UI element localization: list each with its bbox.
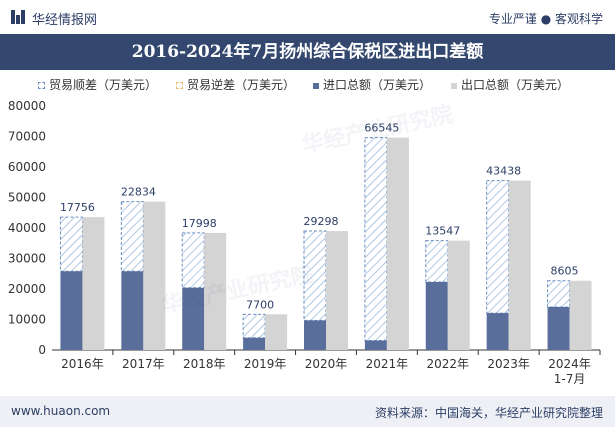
category-label: 2017年: [122, 357, 165, 371]
legend-deficit-swatch: [176, 82, 183, 89]
legend-export-swatch: [451, 82, 457, 89]
title-band: 2016-2024年7月扬州综合保税区进出口差额: [0, 34, 615, 70]
y-tick-label: 50000: [8, 191, 46, 205]
y-tick-label: 0: [38, 343, 46, 357]
footer: www.huaon.com 资料来源：中国海关，华经产业研究院整理: [0, 396, 615, 427]
data-label: 17998: [182, 217, 217, 230]
data-label: 43438: [486, 165, 521, 178]
chart-legend: 贸易顺差（万美元） 贸易逆差（万美元） 进口总额（万美元） 出口总额（万美元）: [0, 76, 615, 94]
surplus-bar: [547, 280, 571, 308]
import-bar: [364, 340, 387, 350]
export-bar: [204, 232, 227, 350]
data-label: 29298: [304, 215, 339, 228]
data-label: 66545: [364, 122, 399, 135]
import-bar: [243, 337, 266, 350]
brand-name: 华经情报网: [32, 13, 98, 28]
legend-import-label: 进口总额（万美元）: [323, 78, 432, 92]
data-label: 13547: [425, 225, 460, 238]
surplus-bar: [486, 180, 510, 314]
category-label: 1-7月: [554, 372, 586, 386]
category-label: 2024年: [548, 357, 591, 371]
category-label: 2016年: [61, 357, 104, 371]
footer-url: www.huaon.com: [11, 404, 111, 418]
export-bar: [143, 201, 166, 350]
import-bar: [486, 313, 509, 350]
y-tick-label: 60000: [8, 160, 46, 174]
tagline: 专业严谨 ● 客观科学: [488, 12, 603, 26]
import-bar: [60, 271, 83, 350]
surplus-bar: [120, 201, 144, 272]
export-bar: [386, 137, 409, 350]
legend-export: 出口总额（万美元）: [451, 76, 569, 94]
data-label: 7700: [246, 298, 274, 311]
legend-deficit-label: 贸易逆差（万美元）: [187, 78, 296, 92]
y-tick-label: 40000: [8, 221, 46, 235]
category-label: 2019年: [244, 357, 287, 371]
chart-title: 2016-2024年7月扬州综合保税区进出口差额: [131, 42, 484, 62]
surplus-bar: [181, 232, 205, 289]
export-bar: [326, 231, 348, 350]
import-bar: [121, 271, 144, 350]
data-label: 22834: [121, 186, 156, 199]
import-bar: [304, 320, 326, 350]
surplus-bar: [425, 240, 449, 283]
top-bar: 华经情报网 专业严谨 ● 客观科学: [0, 0, 615, 34]
export-bar: [508, 180, 531, 350]
category-label: 2020年: [305, 357, 348, 371]
category-label: 2018年: [183, 357, 226, 371]
export-bar: [569, 280, 592, 350]
data-label: 17756: [60, 201, 95, 214]
surplus-bar: [364, 137, 388, 342]
logo-icon: [11, 10, 25, 24]
surplus-bar: [242, 313, 266, 339]
legend-surplus: 贸易顺差（万美元）: [38, 76, 157, 94]
surplus-bar: [59, 216, 83, 272]
legend-surplus-swatch: [38, 82, 45, 89]
surplus-bar: [303, 230, 327, 321]
data-label: 8605: [551, 265, 579, 278]
legend-surplus-label: 贸易顺差（万美元）: [49, 78, 158, 92]
y-tick-label: 80000: [8, 99, 46, 113]
export-bar: [82, 217, 105, 350]
legend-import: 进口总额（万美元）: [313, 76, 431, 94]
export-bar: [265, 314, 288, 350]
y-tick-label: 70000: [8, 130, 46, 144]
category-label: 2021年: [366, 357, 409, 371]
category-label: 2023年: [487, 357, 530, 371]
export-bar: [447, 240, 470, 350]
legend-import-swatch: [313, 82, 319, 89]
footer-source: 资料来源：中国海关，华经产业研究院整理: [374, 406, 603, 420]
import-bar: [425, 281, 448, 350]
legend-deficit: 贸易逆差（万美元）: [176, 76, 295, 94]
category-label: 2022年: [427, 357, 470, 371]
import-bar: [547, 306, 570, 350]
y-tick-label: 30000: [8, 252, 46, 266]
bar-chart: 0 10000 20000 30000 40000 50000 60000 70000 8000…: [8, 99, 601, 386]
legend-export-label: 出口总额（万美元）: [461, 78, 570, 92]
y-tick-label: 10000: [8, 313, 46, 327]
y-tick-label: 20000: [8, 282, 46, 296]
import-bar: [182, 287, 205, 350]
